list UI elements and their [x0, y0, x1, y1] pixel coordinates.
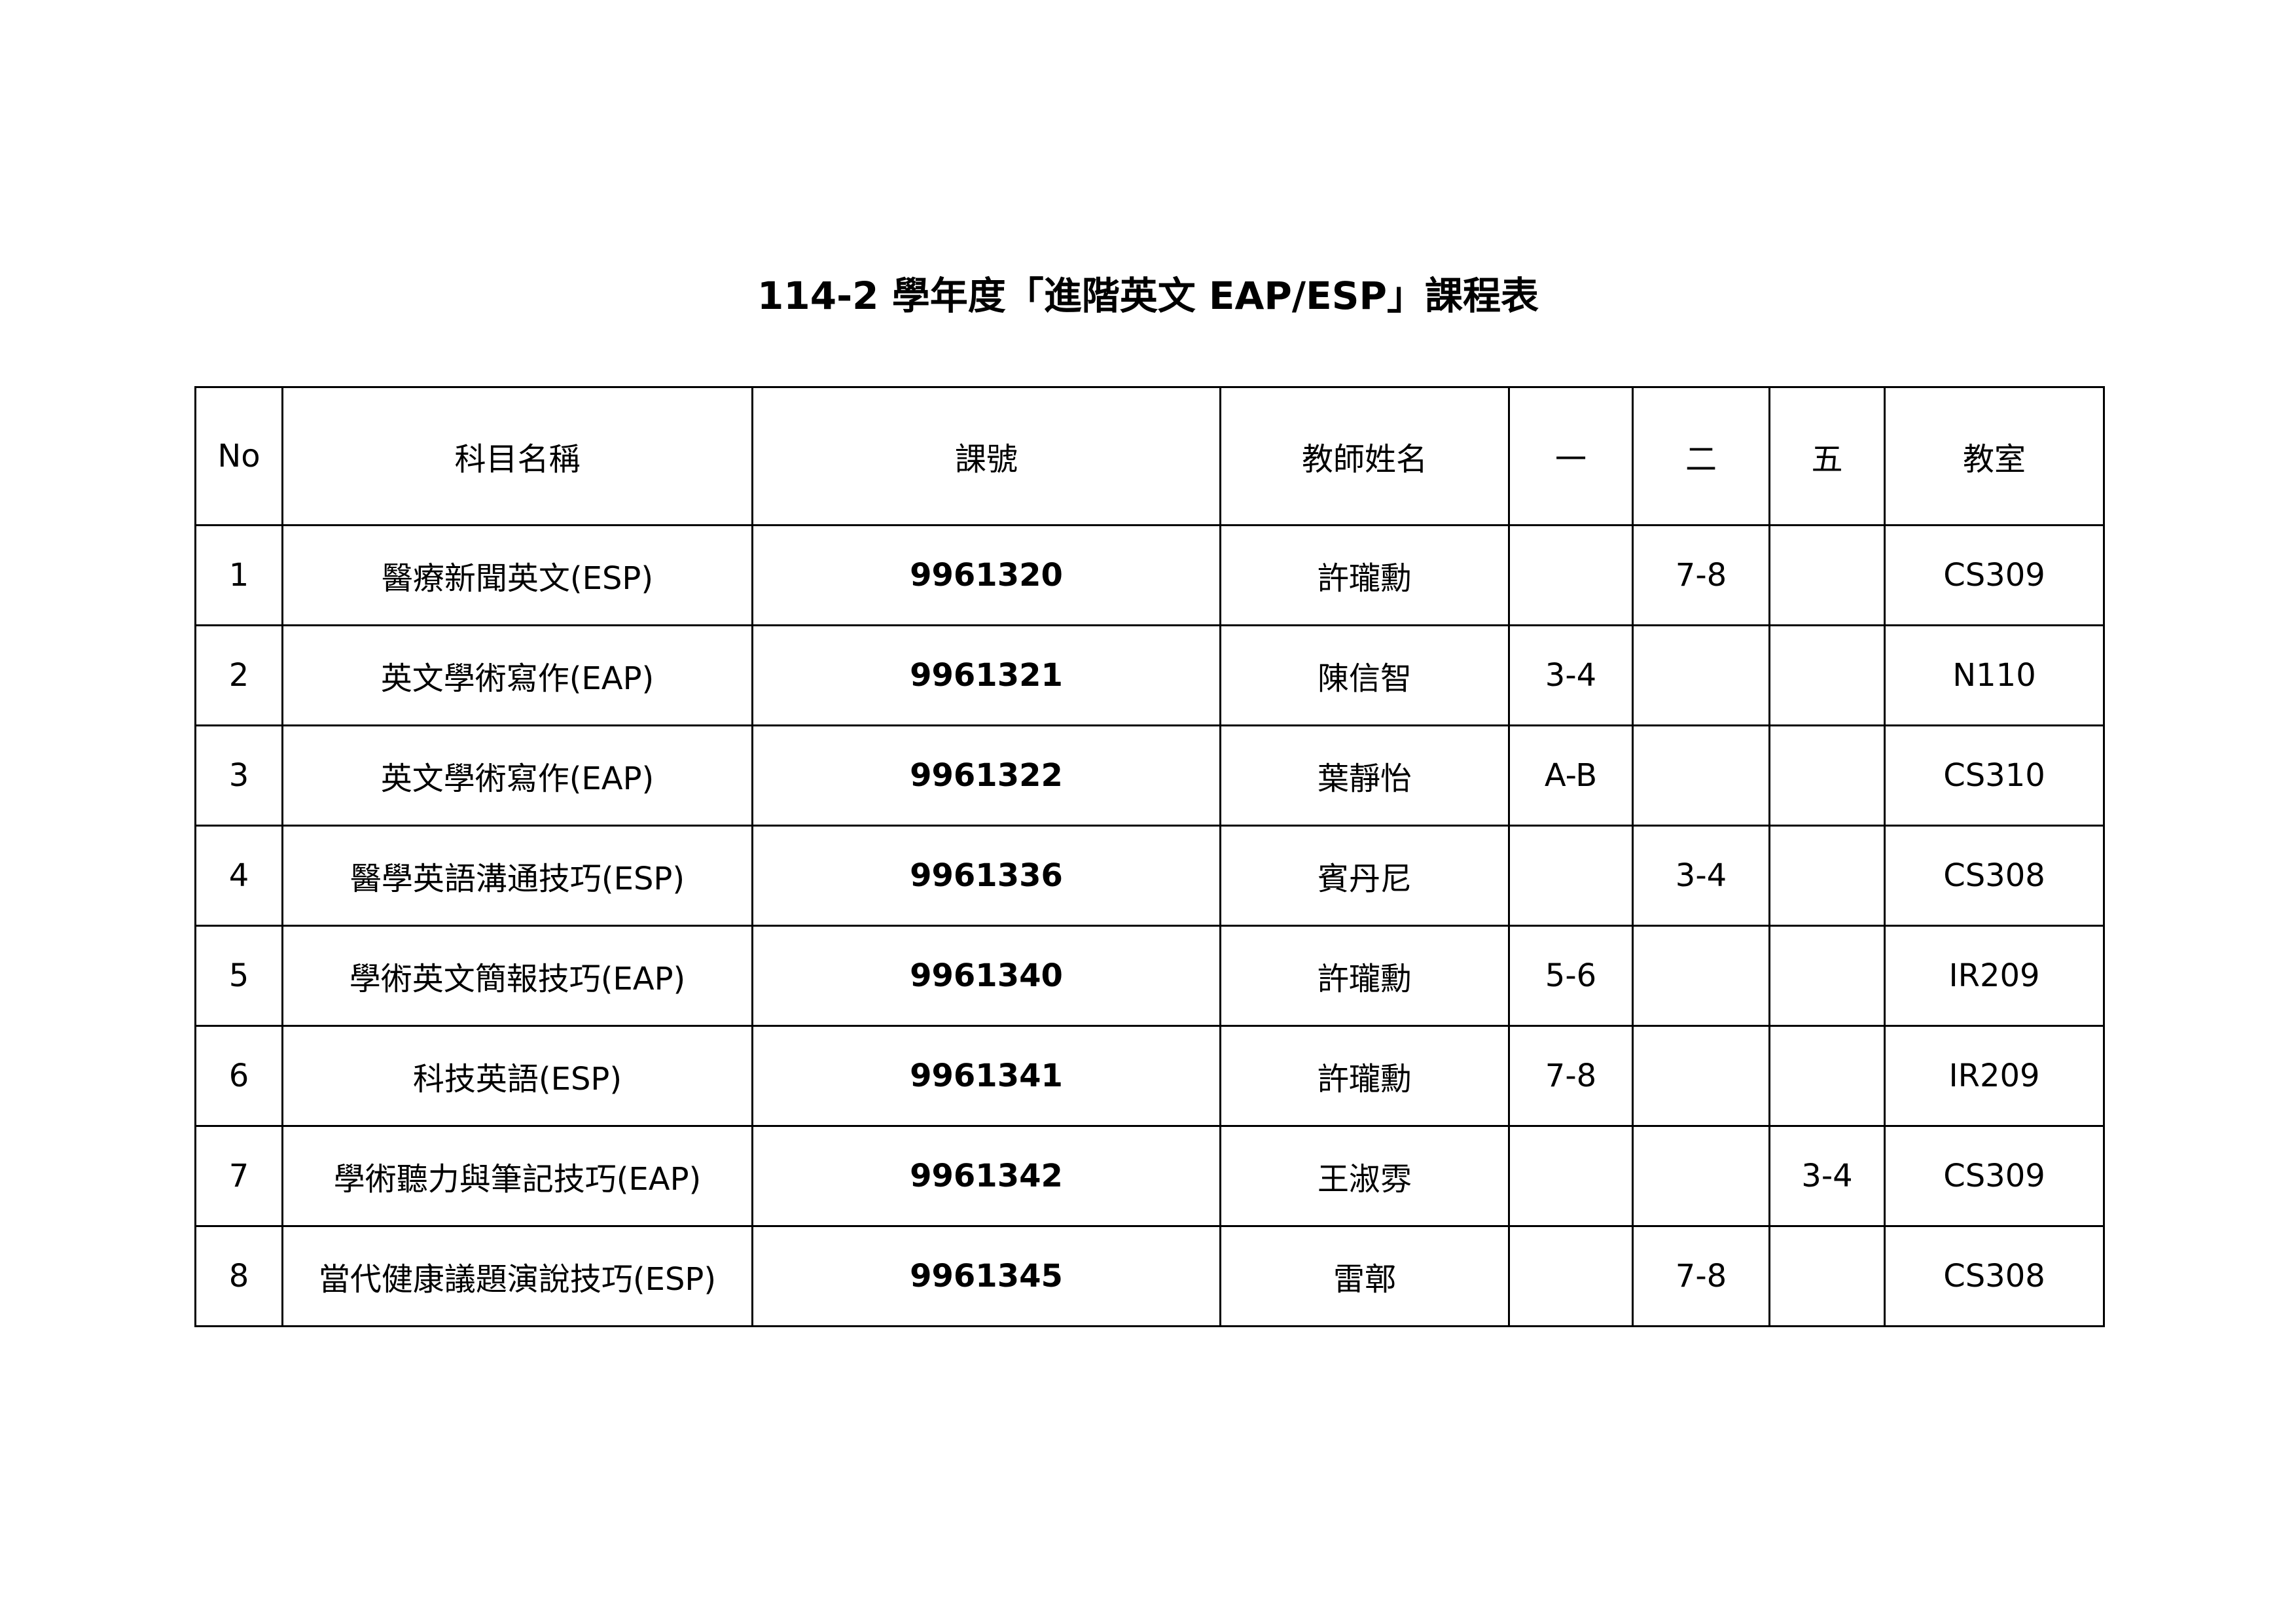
cell-subject: 科技英語(ESP) [281, 1025, 753, 1127]
cell-subject: 當代健康議題演說技巧(ESP) [281, 1225, 753, 1327]
cell-no: 5 [194, 925, 283, 1027]
cell-teacher: 許瓏勳 [1219, 925, 1510, 1027]
header-subject: 科目名稱 [281, 386, 753, 526]
course-table: No 科目名稱 課號 教師姓名 一 二 五 教室 1 醫療新聞英文(ESP) 996… [194, 386, 2105, 1327]
cell-teacher: 葉靜怡 [1219, 724, 1510, 827]
table-row: 1 醫療新聞英文(ESP) 9961320 許瓏勳 7-8 CS309 [194, 524, 2105, 626]
cell-code: 9961322 [751, 724, 1221, 827]
table-row: 3 英文學術寫作(EAP) 9961322 葉靜怡 A-B CS310 [194, 724, 2105, 827]
header-room: 教室 [1884, 386, 2105, 526]
cell-teacher: 雷鄣 [1219, 1225, 1510, 1327]
cell-room: IR209 [1884, 925, 2105, 1027]
cell-no: 3 [194, 724, 283, 827]
header-teacher: 教師姓名 [1219, 386, 1510, 526]
cell-no: 7 [194, 1125, 283, 1227]
header-row: No 科目名稱 課號 教師姓名 一 二 五 教室 [194, 386, 2105, 526]
cell-tuesday [1632, 925, 1770, 1027]
cell-teacher: 陳信智 [1219, 624, 1510, 726]
cell-monday: 5-6 [1508, 925, 1634, 1027]
cell-friday [1768, 1225, 1886, 1327]
table-row: 6 科技英語(ESP) 9961341 許瓏勳 7-8 IR209 [194, 1025, 2105, 1127]
cell-teacher: 賓丹尼 [1219, 825, 1510, 927]
cell-tuesday: 3-4 [1632, 825, 1770, 927]
cell-no: 4 [194, 825, 283, 927]
cell-subject: 醫學英語溝通技巧(ESP) [281, 825, 753, 927]
cell-subject: 學術英文簡報技巧(EAP) [281, 925, 753, 1027]
cell-code: 9961321 [751, 624, 1221, 726]
cell-no: 1 [194, 524, 283, 626]
table-row: 7 學術聽力與筆記技巧(EAP) 9961342 王淑雰 3-4 CS309 [194, 1125, 2105, 1227]
cell-subject: 英文學術寫作(EAP) [281, 724, 753, 827]
cell-monday [1508, 825, 1634, 927]
cell-teacher: 許瓏勳 [1219, 524, 1510, 626]
cell-friday: 3-4 [1768, 1125, 1886, 1227]
cell-friday [1768, 1025, 1886, 1127]
cell-no: 6 [194, 1025, 283, 1127]
header-tuesday: 二 [1632, 386, 1770, 526]
table-row: 5 學術英文簡報技巧(EAP) 9961340 許瓏勳 5-6 IR209 [194, 925, 2105, 1027]
cell-monday [1508, 524, 1634, 626]
page-title: 114-2 學年度「進階英文 EAP/ESP」課程表 [757, 274, 1539, 318]
cell-room: CS310 [1884, 724, 2105, 827]
cell-room: IR209 [1884, 1025, 2105, 1127]
cell-tuesday: 7-8 [1632, 524, 1770, 626]
cell-teacher: 王淑雰 [1219, 1125, 1510, 1227]
header-friday: 五 [1768, 386, 1886, 526]
table-row: 8 當代健康議題演說技巧(ESP) 9961345 雷鄣 7-8 CS308 [194, 1225, 2105, 1327]
cell-tuesday [1632, 1025, 1770, 1127]
cell-monday: A-B [1508, 724, 1634, 827]
cell-room: CS308 [1884, 825, 2105, 927]
cell-room: CS309 [1884, 1125, 2105, 1227]
cell-friday [1768, 524, 1886, 626]
cell-monday [1508, 1125, 1634, 1227]
table-row: 4 醫學英語溝通技巧(ESP) 9961336 賓丹尼 3-4 CS308 [194, 825, 2105, 927]
cell-room: CS309 [1884, 524, 2105, 626]
cell-friday [1768, 825, 1886, 927]
cell-subject: 醫療新聞英文(ESP) [281, 524, 753, 626]
cell-room: N110 [1884, 624, 2105, 726]
cell-tuesday [1632, 624, 1770, 726]
cell-tuesday [1632, 724, 1770, 827]
cell-monday [1508, 1225, 1634, 1327]
table-row: 2 英文學術寫作(EAP) 9961321 陳信智 3-4 N110 [194, 624, 2105, 726]
header-monday: 一 [1508, 386, 1634, 526]
cell-room: CS308 [1884, 1225, 2105, 1327]
cell-code: 9961341 [751, 1025, 1221, 1127]
cell-tuesday [1632, 1125, 1770, 1227]
header-code: 課號 [751, 386, 1221, 526]
cell-monday: 3-4 [1508, 624, 1634, 726]
cell-code: 9961340 [751, 925, 1221, 1027]
cell-subject: 學術聽力與筆記技巧(EAP) [281, 1125, 753, 1227]
cell-teacher: 許瓏勳 [1219, 1025, 1510, 1127]
cell-friday [1768, 624, 1886, 726]
cell-friday [1768, 724, 1886, 827]
cell-code: 9961336 [751, 825, 1221, 927]
cell-no: 2 [194, 624, 283, 726]
cell-friday [1768, 925, 1886, 1027]
cell-subject: 英文學術寫作(EAP) [281, 624, 753, 726]
cell-code: 9961342 [751, 1125, 1221, 1227]
cell-tuesday: 7-8 [1632, 1225, 1770, 1327]
header-no: No [194, 386, 283, 526]
cell-monday: 7-8 [1508, 1025, 1634, 1127]
cell-code: 9961345 [751, 1225, 1221, 1327]
cell-code: 9961320 [751, 524, 1221, 626]
cell-no: 8 [194, 1225, 283, 1327]
